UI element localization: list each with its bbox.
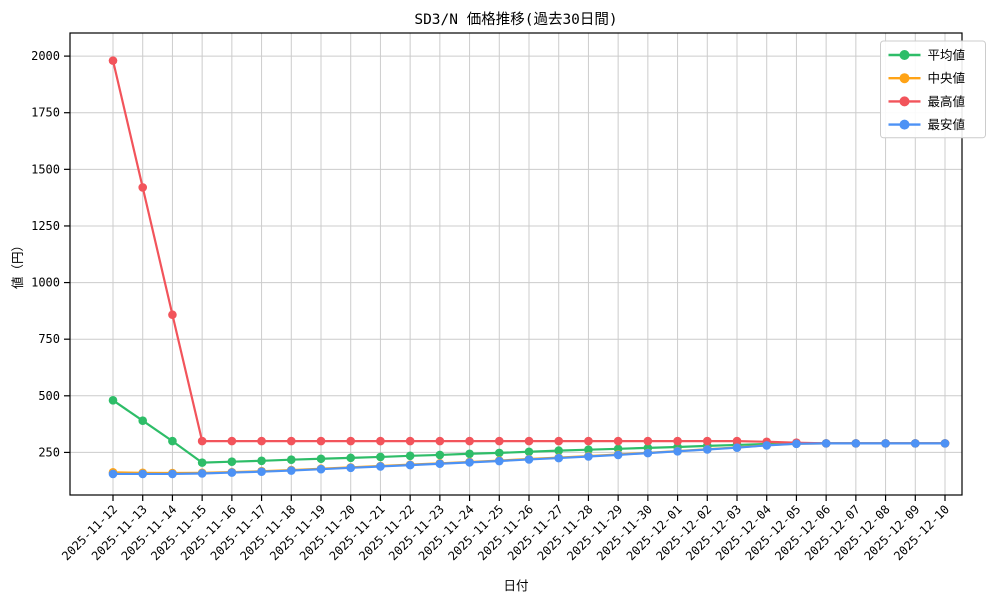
data-point-最高値	[643, 436, 653, 446]
legend-label: 平均値	[928, 48, 966, 63]
data-point-平均値	[138, 416, 148, 426]
data-point-平均値	[197, 458, 207, 467]
data-point-最高値	[673, 436, 682, 446]
data-point-最安値	[673, 446, 682, 456]
data-point-最高値	[584, 436, 593, 446]
legend-item-最高値: 最高値	[888, 94, 966, 109]
data-point-最高値	[346, 436, 356, 446]
data-point-最高値	[435, 436, 445, 446]
data-point-最安値	[851, 439, 861, 448]
data-point-平均値	[405, 451, 415, 461]
series-layer	[108, 56, 950, 479]
data-point-最安値	[405, 460, 415, 470]
data-point-最安値	[762, 441, 772, 450]
data-point-最高値	[257, 436, 266, 446]
data-point-平均値	[257, 456, 266, 466]
y-tick-label: 250	[38, 445, 60, 459]
legend-marker-icon	[899, 119, 910, 130]
y-tick-label: 1500	[31, 162, 60, 176]
legend-label: 中央値	[928, 71, 966, 86]
data-point-最高値	[613, 436, 623, 446]
data-point-最高値	[376, 436, 385, 446]
data-point-平均値	[376, 452, 385, 462]
data-point-最安値	[821, 439, 831, 448]
data-point-最安値	[732, 443, 742, 452]
data-point-最安値	[524, 455, 534, 464]
legend-item-中央値: 中央値	[888, 71, 966, 86]
chart-title: SD3/N 価格推移(過去30日間)	[414, 11, 617, 28]
data-point-平均値	[316, 454, 326, 464]
data-point-最安値	[881, 439, 890, 448]
data-point-最安値	[435, 459, 445, 469]
data-point-最高値	[316, 436, 326, 446]
data-point-最高値	[465, 436, 474, 446]
data-point-最高値	[286, 436, 296, 446]
legend-box	[880, 40, 986, 139]
data-point-最安値	[197, 469, 207, 478]
data-point-平均値	[227, 457, 237, 467]
legend-item-平均値: 平均値	[888, 48, 966, 63]
plot-border	[69, 32, 963, 496]
data-point-最安値	[108, 469, 118, 479]
data-point-最高値	[524, 436, 534, 446]
data-point-最安値	[792, 439, 801, 449]
data-point-最安値	[257, 467, 266, 476]
data-point-平均値	[108, 396, 118, 405]
data-point-最安値	[494, 456, 504, 466]
data-point-最高値	[197, 436, 207, 446]
y-tick-label: 1000	[31, 276, 60, 290]
data-point-最安値	[376, 462, 385, 471]
data-point-最安値	[702, 445, 712, 454]
data-point-平均値	[168, 436, 177, 446]
data-point-最安値	[554, 453, 564, 463]
data-point-最安値	[465, 458, 474, 467]
data-point-最高値	[405, 436, 415, 446]
data-point-平均値	[524, 447, 534, 457]
legend-marker-icon	[899, 50, 910, 60]
y-tick-label: 1250	[31, 219, 60, 233]
data-point-平均値	[584, 445, 593, 455]
data-point-最安値	[940, 439, 950, 448]
data-point-平均値	[494, 448, 504, 458]
legend-marker-icon	[899, 96, 910, 107]
data-point-最安値	[316, 464, 326, 474]
data-point-最高値	[168, 310, 177, 320]
data-point-最高値	[138, 183, 148, 192]
y-tick-label: 500	[38, 389, 60, 403]
data-point-最安値	[584, 452, 593, 461]
data-point-最安値	[613, 450, 623, 460]
data-point-最安値	[138, 469, 148, 479]
data-point-平均値	[286, 455, 296, 464]
data-point-最安値	[227, 468, 237, 477]
y-tick-label: 1750	[31, 106, 60, 120]
data-point-平均値	[554, 446, 564, 455]
data-point-平均値	[435, 450, 445, 460]
grid-layer	[70, 33, 962, 495]
y-axis-label: 値（円）	[10, 239, 25, 289]
data-point-最安値	[346, 463, 356, 473]
data-point-最高値	[108, 56, 118, 65]
legend-item-最安値: 最安値	[888, 117, 966, 132]
data-point-最高値	[494, 436, 504, 446]
x-axis-label: 日付	[503, 578, 528, 593]
y-tick-label: 750	[38, 332, 60, 346]
data-point-最安値	[910, 439, 920, 448]
data-point-最安値	[286, 466, 296, 475]
data-point-最高値	[732, 436, 742, 446]
data-point-最安値	[168, 469, 177, 479]
data-point-最高値	[702, 436, 712, 446]
legend-label: 最高値	[928, 94, 966, 109]
legend-label: 最安値	[928, 117, 966, 132]
data-point-平均値	[346, 453, 356, 463]
data-point-最高値	[554, 436, 564, 446]
y-tick-label: 2000	[31, 49, 60, 63]
data-point-平均値	[465, 449, 474, 459]
data-point-最安値	[643, 448, 653, 458]
data-point-最高値	[227, 436, 237, 446]
legend-marker-icon	[899, 73, 910, 84]
